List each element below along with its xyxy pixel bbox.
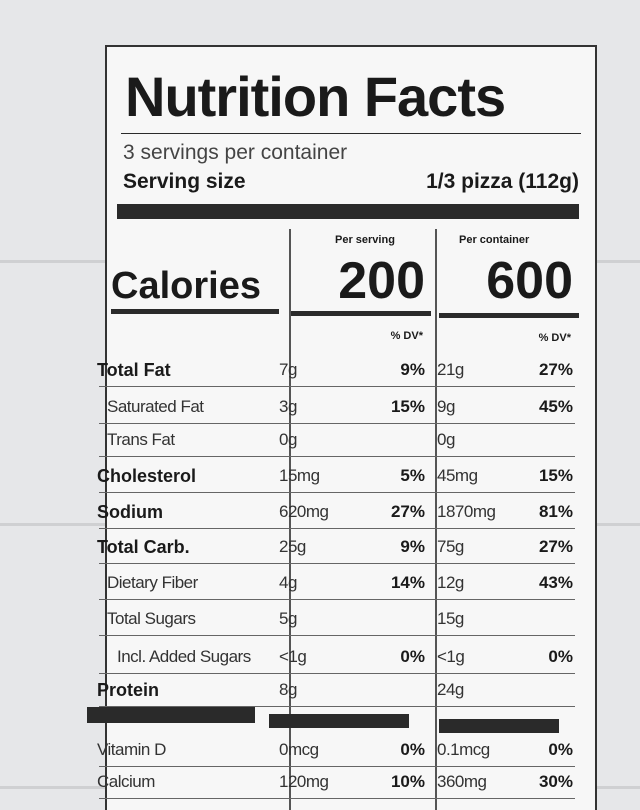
- nutrient-name: Protein: [97, 680, 160, 700]
- row-rule: [99, 386, 575, 387]
- row-rule: [99, 673, 575, 674]
- row-rule: [99, 798, 575, 799]
- nutrient-name: Total Fat: [97, 360, 171, 380]
- serving-dv: 14%: [390, 573, 425, 592]
- calories-value: 600: [486, 252, 573, 310]
- row-rule: [99, 766, 575, 767]
- nutrition-label: Nutrition Facts 3 servings per container S…: [87, 45, 597, 810]
- container-dv: 15%: [538, 466, 573, 485]
- nutrient-name: Total Sugars: [107, 609, 196, 628]
- row-rule: [99, 599, 575, 600]
- container-dv: 27%: [538, 360, 573, 379]
- serving-amount: 120mg: [279, 772, 329, 791]
- divider: [289, 229, 291, 810]
- row-rule: [99, 528, 575, 529]
- row-rule: [99, 635, 575, 636]
- dv-header: % DV*: [538, 332, 571, 344]
- divider: [435, 229, 437, 810]
- thick-bar: [439, 719, 559, 733]
- serving-dv: 27%: [390, 502, 425, 521]
- serving-dv: 5%: [400, 466, 425, 485]
- rule: [439, 313, 579, 318]
- serving-amount: 3g: [279, 397, 297, 416]
- nutrient-name: Calcium: [97, 772, 155, 791]
- calories-label: Calories: [111, 265, 261, 307]
- container-dv: 30%: [538, 772, 573, 791]
- dv-header: % DV*: [390, 330, 423, 342]
- serving-amount: 0g: [279, 430, 297, 449]
- serving-amount: 15mg: [279, 466, 320, 485]
- row-rule: [99, 456, 575, 457]
- servings: 3 servings per container: [123, 141, 348, 164]
- thick-bar: [269, 714, 409, 728]
- serving-dv: 9%: [400, 360, 425, 379]
- column-header: Per container: [459, 234, 530, 246]
- thick-bar: [117, 204, 579, 219]
- container-dv: 43%: [538, 573, 573, 592]
- column-header: Per serving: [335, 234, 395, 246]
- container-amount: 21g: [437, 360, 464, 379]
- nutrient-name: Cholesterol: [97, 466, 197, 486]
- serving-dv: 9%: [400, 537, 425, 556]
- container-amount: 1870mg: [437, 502, 496, 521]
- serving-dv: 10%: [390, 772, 425, 791]
- container-amount: 24g: [437, 680, 464, 699]
- nutrient-name: Dietary Fiber: [107, 573, 198, 592]
- container-amount: <1g: [437, 647, 465, 666]
- serving-amount: 7g: [279, 360, 297, 379]
- serving-dv: 15%: [390, 397, 425, 416]
- serving-dv: 0%: [400, 740, 425, 759]
- container-amount: 0g: [437, 430, 455, 449]
- thick-bar: [87, 707, 255, 723]
- row-rule: [99, 563, 575, 564]
- nutrient-name: Incl. Added Sugars: [117, 647, 251, 666]
- serving-amount: 5g: [279, 609, 297, 628]
- row-rule: [99, 492, 575, 493]
- title: Nutrition Facts: [125, 65, 506, 128]
- rule: [121, 133, 581, 134]
- container-amount: 12g: [437, 573, 464, 592]
- container-amount: 9g: [437, 397, 455, 416]
- nutrient-name: Trans Fat: [107, 430, 175, 449]
- rule: [291, 311, 431, 316]
- serving-dv: 0%: [400, 647, 425, 666]
- serving-size: 1/3 pizza (112g): [426, 170, 579, 193]
- nutrient-name: Sodium: [97, 502, 163, 522]
- container-dv: 0%: [548, 647, 573, 666]
- container-dv: 0%: [548, 740, 573, 759]
- container-dv: 45%: [538, 397, 573, 416]
- serving-amount: 0mcg: [279, 740, 319, 759]
- row-rule: [99, 706, 575, 707]
- nutrient-name: Vitamin D: [97, 740, 166, 759]
- container-dv: 27%: [538, 537, 573, 556]
- container-amount: 0.1mcg: [437, 740, 490, 759]
- row-rule: [99, 423, 575, 424]
- calories-value: 200: [338, 252, 425, 310]
- container-dv: 81%: [538, 502, 573, 521]
- serving-amount: <1g: [279, 647, 307, 666]
- container-amount: 45mg: [437, 466, 478, 485]
- container-amount: 360mg: [437, 772, 487, 791]
- serving-size-label: Serving size: [123, 170, 246, 193]
- container-amount: 15g: [437, 609, 464, 628]
- container-amount: 75g: [437, 537, 464, 556]
- serving-amount: 4g: [279, 573, 297, 592]
- nutrient-name: Total Carb.: [97, 537, 190, 557]
- serving-amount: 8g: [279, 680, 297, 699]
- nutrient-name: Saturated Fat: [107, 397, 204, 416]
- serving-amount: 25g: [279, 537, 306, 556]
- serving-amount: 620mg: [279, 502, 329, 521]
- rule: [111, 309, 279, 314]
